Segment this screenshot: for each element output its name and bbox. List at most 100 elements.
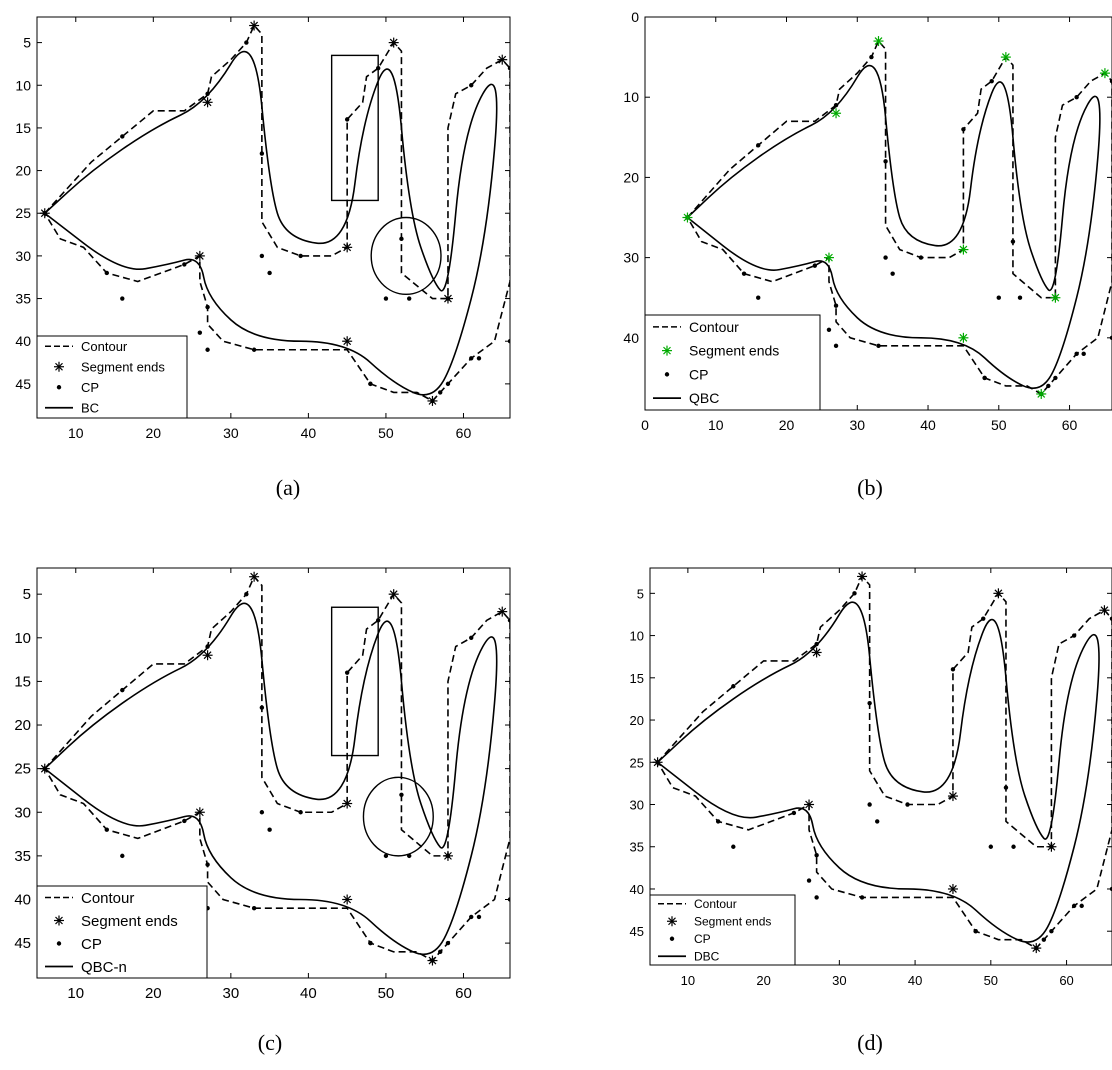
control-point bbox=[469, 356, 474, 361]
segment-end-marker bbox=[194, 807, 205, 818]
panel-caption: (b) bbox=[857, 475, 883, 500]
control-point bbox=[1109, 616, 1112, 621]
legend-swatch-cp bbox=[669, 936, 675, 941]
y-tick-label: 40 bbox=[630, 882, 644, 897]
legend-label: QBC bbox=[689, 390, 719, 406]
series-fitted-curve bbox=[657, 601, 1100, 943]
control-point bbox=[989, 78, 994, 84]
legend-box bbox=[36, 335, 188, 419]
control-point bbox=[368, 381, 373, 387]
segment-end-marker bbox=[1031, 943, 1042, 954]
control-point bbox=[833, 343, 839, 349]
y-tick-label: 30 bbox=[630, 798, 644, 813]
control-point bbox=[1071, 903, 1077, 909]
plot-area bbox=[682, 36, 1112, 399]
segment-end-marker bbox=[831, 108, 842, 119]
control-point bbox=[507, 65, 510, 71]
control-point bbox=[814, 852, 819, 858]
legend-box bbox=[649, 894, 796, 966]
control-point bbox=[438, 949, 443, 955]
segment-end-marker bbox=[342, 894, 353, 905]
legend-label: DBC bbox=[694, 949, 720, 963]
legend-label: Contour bbox=[81, 339, 128, 354]
x-tick-label: 30 bbox=[849, 417, 865, 433]
series-contour bbox=[44, 24, 510, 402]
control-point bbox=[1071, 633, 1077, 638]
control-point bbox=[469, 83, 474, 88]
legend-swatch-segment-ends bbox=[662, 345, 672, 356]
legend-swatch-segment-ends bbox=[54, 915, 64, 926]
control-point bbox=[1053, 375, 1058, 381]
series-fitted-curve bbox=[44, 50, 498, 396]
y-tick-label: 45 bbox=[630, 924, 644, 939]
segment-end-marker bbox=[1046, 841, 1057, 852]
control-point bbox=[806, 878, 812, 883]
segment-end-marker bbox=[873, 36, 884, 47]
segment-end-marker bbox=[804, 799, 815, 810]
legend-swatch-cp bbox=[56, 385, 62, 390]
control-point bbox=[814, 895, 819, 900]
control-point bbox=[1109, 78, 1112, 84]
segment-end-marker bbox=[1036, 388, 1047, 399]
panel-caption: (c) bbox=[258, 1030, 282, 1055]
legend-label: Segment ends bbox=[81, 359, 165, 374]
control-point bbox=[1046, 383, 1051, 389]
control-point bbox=[812, 263, 818, 268]
x-tick-label: 40 bbox=[301, 425, 317, 441]
control-point bbox=[1017, 295, 1023, 300]
segment-end-marker bbox=[1099, 605, 1110, 616]
control-point bbox=[961, 127, 966, 132]
legend-swatch-segment-ends bbox=[667, 916, 677, 927]
control-point bbox=[973, 929, 978, 934]
control-point bbox=[715, 819, 721, 824]
x-tick-label: 20 bbox=[146, 425, 162, 441]
x-tick-label: 30 bbox=[832, 973, 846, 988]
control-point bbox=[905, 802, 910, 807]
segment-end-marker bbox=[194, 250, 205, 261]
x-tick-label: 10 bbox=[68, 425, 84, 441]
control-point bbox=[205, 644, 210, 649]
control-point bbox=[298, 253, 303, 259]
control-point bbox=[197, 330, 203, 335]
control-point bbox=[996, 295, 1001, 300]
x-tick-label: 40 bbox=[920, 417, 936, 433]
control-point bbox=[867, 700, 872, 706]
control-point bbox=[205, 304, 210, 310]
x-tick-label: 60 bbox=[1062, 417, 1078, 433]
series-fitted-curve bbox=[44, 602, 498, 956]
control-point bbox=[383, 853, 389, 859]
control-point bbox=[120, 296, 125, 301]
y-tick-label: 25 bbox=[630, 755, 644, 770]
segment-end-marker bbox=[388, 589, 399, 600]
legend: Contour Segment ends CP DBC bbox=[649, 894, 796, 966]
x-tick-label: 40 bbox=[908, 973, 922, 988]
legend-swatch-cp bbox=[664, 372, 670, 377]
control-point bbox=[120, 134, 125, 139]
segment-end-marker bbox=[342, 336, 353, 347]
control-point bbox=[344, 670, 350, 675]
segment-end-marker bbox=[958, 332, 969, 343]
control-point bbox=[869, 54, 874, 60]
segment-end-marker bbox=[1099, 68, 1110, 79]
x-tick-label: 20 bbox=[756, 973, 770, 988]
control-point bbox=[267, 827, 272, 832]
y-tick-label: 35 bbox=[630, 840, 644, 855]
chart-panel-c: 10 20 30 40 50 60 5 10 15 20 25 30 35 40 45 Contour Segm… bbox=[14, 567, 511, 1055]
x-tick-label: 20 bbox=[779, 417, 795, 433]
legend-label: Segment ends bbox=[694, 914, 771, 928]
control-point bbox=[859, 895, 865, 900]
y-tick-label: 30 bbox=[15, 248, 31, 264]
segment-end-marker bbox=[202, 650, 213, 661]
control-point bbox=[982, 375, 987, 381]
segment-end-marker bbox=[249, 20, 260, 31]
control-point bbox=[731, 684, 736, 689]
control-point bbox=[469, 635, 474, 640]
plot-area bbox=[39, 571, 510, 966]
segment-end-marker bbox=[427, 395, 438, 406]
x-tick-label: 60 bbox=[455, 985, 472, 1002]
x-tick-label: 10 bbox=[67, 985, 84, 1002]
segment-end-marker bbox=[249, 571, 260, 582]
y-tick-label: 45 bbox=[14, 935, 31, 952]
segment-end-marker bbox=[202, 97, 213, 108]
